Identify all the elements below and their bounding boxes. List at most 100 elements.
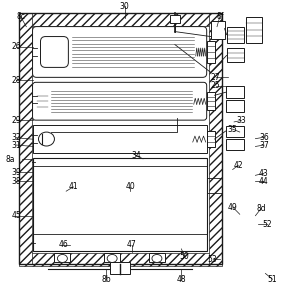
Point — [44, 194, 49, 199]
Point — [52, 197, 57, 202]
Point — [33, 203, 38, 208]
Point — [184, 204, 189, 209]
Point — [199, 220, 204, 224]
Point — [126, 207, 131, 212]
Point — [58, 226, 62, 230]
Point — [145, 188, 149, 193]
Point — [137, 199, 142, 203]
Point — [160, 212, 165, 217]
Point — [86, 169, 90, 173]
Text: 35: 35 — [228, 125, 237, 134]
Point — [48, 166, 53, 171]
Point — [40, 222, 45, 227]
Point — [202, 199, 206, 204]
Point — [119, 220, 124, 225]
Point — [166, 182, 171, 186]
Point — [43, 171, 48, 175]
Text: 48: 48 — [177, 275, 186, 284]
Point — [138, 226, 143, 231]
Point — [45, 204, 49, 209]
Point — [182, 182, 186, 187]
Point — [112, 183, 116, 188]
Point — [52, 194, 57, 199]
Point — [179, 205, 184, 210]
Point — [37, 181, 42, 185]
Point — [112, 191, 116, 195]
Point — [182, 217, 186, 222]
Point — [100, 169, 105, 173]
Point — [188, 209, 192, 213]
Point — [140, 187, 144, 191]
Point — [124, 192, 128, 197]
Point — [90, 220, 95, 225]
Point — [160, 190, 164, 195]
Point — [175, 170, 180, 174]
Point — [37, 204, 41, 209]
Point — [119, 200, 123, 205]
Point — [136, 222, 140, 227]
Point — [172, 180, 177, 185]
Point — [168, 218, 173, 223]
Point — [194, 200, 198, 205]
Point — [164, 172, 169, 177]
Point — [196, 218, 201, 223]
Point — [63, 198, 68, 203]
Point — [183, 220, 188, 225]
Point — [98, 194, 102, 198]
Point — [164, 170, 169, 174]
Point — [168, 185, 172, 189]
Point — [45, 229, 49, 233]
Point — [39, 197, 44, 201]
Point — [95, 199, 100, 204]
Point — [198, 166, 202, 171]
Point — [148, 171, 152, 175]
Point — [112, 229, 117, 234]
Text: 33: 33 — [236, 116, 246, 125]
Point — [190, 184, 195, 189]
Point — [117, 225, 121, 230]
Point — [62, 191, 66, 195]
Point — [180, 195, 184, 200]
Point — [55, 195, 60, 200]
Point — [50, 224, 55, 228]
Point — [47, 176, 51, 181]
Point — [73, 202, 78, 207]
Point — [104, 172, 108, 177]
Point — [153, 209, 157, 214]
Point — [40, 201, 45, 205]
Point — [76, 207, 81, 212]
Point — [126, 200, 131, 205]
Point — [74, 227, 78, 232]
Point — [171, 215, 176, 220]
Point — [89, 208, 94, 213]
Point — [92, 175, 96, 180]
Point — [36, 193, 40, 197]
Point — [148, 220, 153, 225]
Point — [138, 206, 142, 211]
Point — [78, 193, 82, 197]
Point — [73, 207, 77, 212]
Point — [51, 211, 55, 215]
Point — [169, 205, 174, 210]
Point — [81, 190, 86, 195]
Point — [65, 175, 70, 179]
Point — [197, 219, 201, 224]
Point — [121, 204, 126, 209]
Point — [103, 201, 108, 206]
Point — [40, 170, 45, 174]
Point — [202, 211, 206, 215]
Bar — [104, 253, 120, 262]
Point — [185, 170, 190, 175]
Text: 40: 40 — [125, 182, 135, 191]
Point — [202, 222, 206, 226]
Point — [185, 182, 190, 186]
Point — [190, 215, 194, 220]
Point — [156, 203, 161, 208]
Point — [113, 195, 118, 200]
Point — [193, 222, 198, 227]
Point — [56, 203, 60, 208]
Point — [75, 221, 79, 226]
Point — [89, 185, 94, 190]
Point — [81, 179, 86, 184]
Point — [49, 203, 54, 208]
